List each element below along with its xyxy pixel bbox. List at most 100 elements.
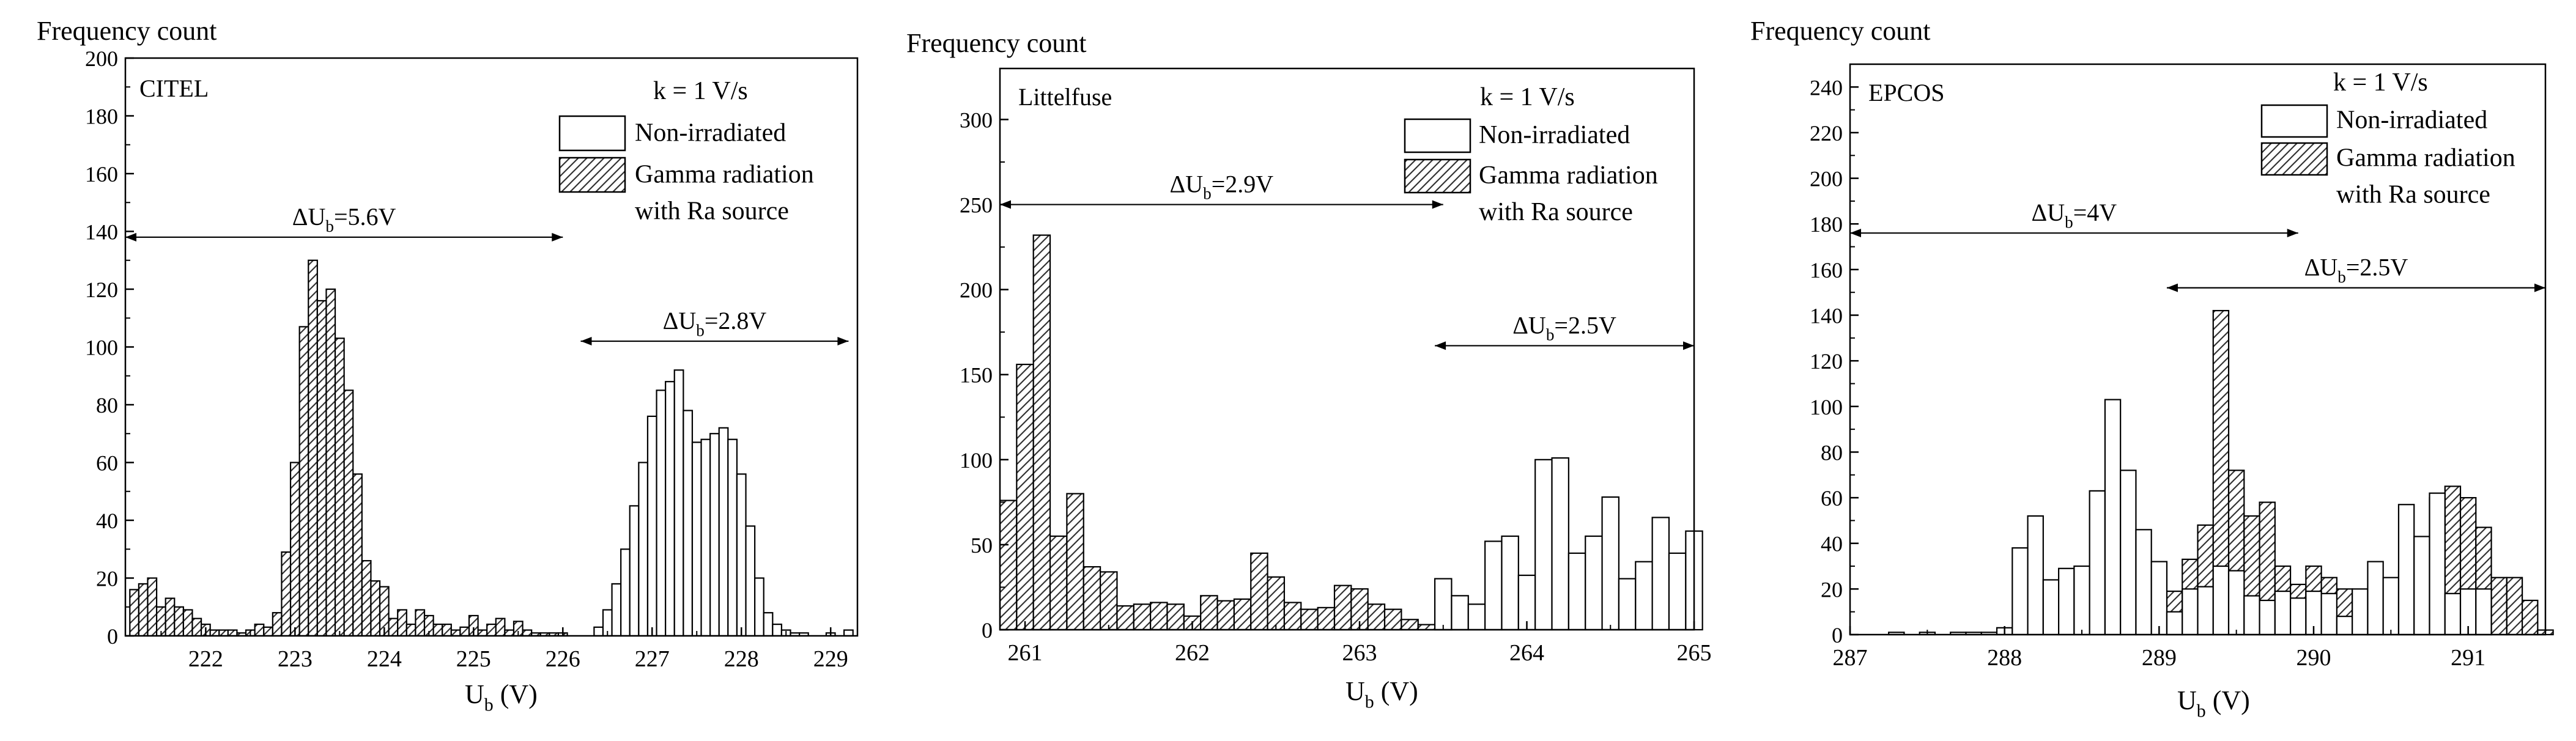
y-tick-label: 80 (1821, 440, 1843, 465)
bar (2490, 577, 2508, 636)
bar (763, 612, 774, 637)
bar (1049, 535, 1068, 631)
legend-swatch (2260, 142, 2328, 176)
bar (2243, 595, 2260, 636)
bar (2475, 588, 2492, 636)
y-axis-title: Frequency count (906, 28, 1086, 58)
bar (656, 389, 667, 637)
bar-series (1434, 457, 1703, 631)
x-tick-label: 229 (813, 646, 848, 672)
bar (147, 577, 158, 637)
bar (2182, 588, 2199, 636)
bar (2259, 599, 2276, 636)
y-tick-label: 40 (96, 509, 118, 533)
bar (1601, 496, 1620, 631)
y-tick-label: 150 (960, 363, 993, 388)
panel-label: CITEL (139, 75, 209, 102)
bar (477, 629, 488, 637)
bar (1551, 457, 1569, 631)
bar (1434, 578, 1453, 631)
bar (209, 629, 220, 637)
range-arrow-head-left (125, 232, 136, 241)
bar (1083, 566, 1101, 631)
bar (1283, 602, 1302, 631)
bar (1150, 602, 1168, 631)
bar (361, 560, 372, 637)
bar (1668, 552, 1687, 631)
bar (522, 629, 533, 637)
bar (442, 623, 452, 637)
legend-label-line2: with Ra source (2336, 180, 2490, 208)
bar (620, 548, 631, 637)
x-tick-label: 289 (2142, 645, 2177, 671)
bar (191, 618, 202, 637)
bar (2042, 579, 2060, 636)
x-tick-label: 225 (456, 646, 491, 672)
bar (593, 626, 604, 637)
bar (432, 623, 443, 637)
legend-label: Gamma radiation (2336, 144, 2515, 172)
bar-series (129, 259, 568, 637)
y-tick-label: 220 (1810, 121, 1843, 146)
y-tick-label: 250 (960, 193, 993, 218)
x-axis-title: Ub (V) (465, 679, 538, 715)
bar (1467, 603, 1486, 631)
bar (2320, 592, 2337, 636)
y-tick-label: 60 (1821, 486, 1843, 511)
range-annotation-label: ΔUb=4V (2032, 199, 2117, 231)
bar (138, 583, 149, 637)
y-tick-label: 100 (85, 336, 118, 360)
panel-label: Littelfuse (1018, 83, 1112, 111)
legend-label: Gamma radiation (1479, 161, 1658, 190)
bar (2073, 565, 2090, 636)
bar (1233, 598, 1252, 631)
plot-frame (1849, 63, 2547, 636)
bar (736, 473, 747, 637)
bar (2413, 536, 2430, 636)
range-annotation: ΔUb=2.5V (1435, 311, 1694, 350)
bar (629, 505, 640, 637)
bar (397, 609, 407, 637)
bar (1300, 608, 1319, 631)
bar (1635, 561, 1653, 631)
x-tick-label: 263 (1342, 640, 1377, 666)
x-axis-title: Ub (V) (2177, 685, 2250, 721)
x-tick-label: 226 (546, 646, 580, 672)
bar (129, 589, 139, 637)
y-tick-label: 0 (107, 624, 118, 649)
bar (2027, 515, 2044, 636)
bar-series (999, 234, 1453, 631)
bar (2012, 547, 2029, 636)
bar (718, 427, 729, 637)
bar (405, 623, 416, 637)
range-arrow-head-left (580, 337, 592, 346)
chart-panel-epcos: Frequency count 0 20 40 60 80 100 120 140 160 180 2… (1750, 16, 2554, 721)
y-tick-label: 120 (1810, 349, 1843, 374)
y-tick-label: 20 (96, 567, 118, 591)
chart-panel-citel: Frequency count 0 20 40 60 80 100 120 140 160 180 2… (37, 16, 859, 715)
y-tick-label: 240 (1810, 75, 1843, 100)
range-annotation-label: ΔUb=5.6V (292, 203, 396, 235)
bar (1383, 608, 1402, 631)
bar (2522, 599, 2539, 636)
y-tick-label: 20 (1821, 577, 1843, 602)
bar (388, 618, 399, 637)
bar (1401, 619, 1419, 631)
bar (218, 629, 229, 637)
bar (1651, 517, 1670, 631)
rate-label: k = 1 V/s (653, 77, 748, 105)
y-tick-label: 180 (1810, 212, 1843, 237)
x-tick-label: 223 (278, 646, 313, 672)
panel-label: EPCOS (1868, 79, 1945, 106)
bar (1200, 595, 1218, 631)
bar (1367, 603, 1386, 631)
range-arrow-head-right (1432, 200, 1443, 209)
bar (843, 629, 854, 637)
bar (308, 259, 318, 637)
range-arrow-head-left (1435, 341, 1446, 350)
bar (298, 326, 309, 637)
x-tick-label: 261 (1008, 640, 1043, 666)
bar (2397, 504, 2415, 636)
bar (1032, 234, 1051, 631)
bar (459, 626, 470, 637)
